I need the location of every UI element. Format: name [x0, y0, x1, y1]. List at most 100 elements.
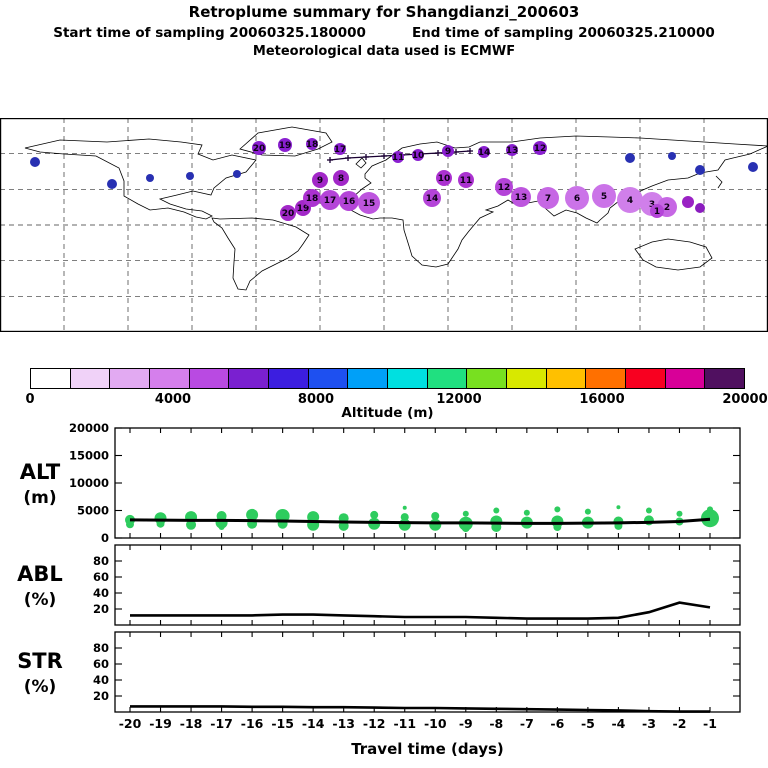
alt-cluster-dot	[246, 508, 259, 521]
x-tick-label: -12	[363, 716, 386, 731]
svg-text:(%): (%)	[24, 590, 57, 610]
abl-ytick-label: 60	[93, 570, 109, 584]
cluster-day-label: 1	[654, 207, 660, 217]
plume-cluster-marker	[107, 179, 117, 189]
colorbar-tick-label: 0	[25, 392, 35, 407]
colorbar-segment	[626, 369, 666, 388]
map-coastlines	[24, 126, 768, 291]
colorbar-segment	[705, 369, 745, 388]
cluster-day-label: 11	[460, 176, 473, 186]
colorbar-segment	[388, 369, 428, 388]
colorbar-segment	[229, 369, 270, 388]
alt-cluster-dot	[370, 510, 379, 519]
str-panel: 20 40 60 80	[93, 631, 741, 713]
colorbar-segment	[31, 369, 71, 388]
map-border	[0, 118, 768, 332]
cluster-day-label: 20	[282, 209, 295, 219]
alt-cluster-dot	[429, 518, 442, 531]
alt-cluster-dot	[523, 509, 530, 516]
met-data-label: Meteorological data used is ECMWF	[252, 44, 516, 59]
abl-line	[130, 601, 711, 620]
plume-cluster-marker	[358, 192, 380, 214]
cluster-day-label: 10	[438, 174, 451, 184]
cluster-day-label: 13	[515, 193, 528, 203]
str-ytick-label: 40	[93, 673, 109, 687]
x-tick-label: -7	[520, 716, 534, 731]
colorbar-segment	[665, 369, 706, 388]
map-gridlines	[0, 118, 768, 332]
plume-cluster-marker	[306, 138, 318, 150]
cluster-day-label: 15	[363, 199, 376, 209]
alt-cluster-dot	[584, 508, 591, 515]
alt-cluster-dot	[645, 507, 652, 514]
x-axis-title: Travel time (days)	[351, 740, 504, 758]
colorbar-segment	[348, 369, 389, 388]
end-time-label: End time of sampling 20060325.210000	[411, 25, 715, 41]
cluster-day-label: 3	[649, 200, 655, 210]
alt-ytick-label: 15000	[69, 449, 109, 463]
str-ytick-label: 80	[93, 641, 109, 655]
x-tick-label: -2	[673, 716, 687, 731]
plume-cluster-marker	[303, 189, 321, 207]
alt-cluster-dot	[707, 506, 713, 513]
svg-text:(%): (%)	[24, 677, 57, 697]
plume-cluster-marker	[478, 146, 490, 158]
svg-text:ABL: ABL	[17, 562, 63, 586]
alt-cluster-dot	[400, 513, 409, 522]
altitude-colorbar	[30, 368, 745, 389]
alt-cluster-dot	[676, 510, 683, 517]
plume-cluster-marker	[186, 172, 194, 180]
side-label-str: STR (%)	[17, 649, 63, 697]
str-line	[130, 705, 710, 713]
x-tick-label: -16	[241, 716, 264, 731]
x-tick-label: -13	[332, 716, 355, 731]
svg-text:ALT: ALT	[20, 460, 61, 484]
plume-cluster-marker	[565, 186, 589, 210]
colorbar-tick-label: 8000	[297, 392, 335, 407]
colorbar-segment	[150, 369, 190, 388]
plume-cluster-marker	[592, 184, 616, 208]
alt-cluster-dot	[186, 519, 197, 530]
x-tick-label: -5	[581, 716, 595, 731]
alt-ytick-label: 10000	[69, 476, 109, 490]
plume-cluster-marker	[533, 141, 547, 155]
alt-cluster-dot	[701, 509, 719, 528]
x-tick-label: -15	[271, 716, 294, 731]
plume-cluster-marker	[320, 190, 340, 210]
abl-ytick-label: 80	[93, 554, 109, 568]
cluster-day-label: 17	[324, 196, 337, 206]
plume-cluster-marker	[146, 174, 154, 182]
plume-cluster-marker	[682, 196, 694, 208]
svg-text:STR: STR	[17, 649, 63, 673]
x-tick-label: -18	[180, 716, 203, 731]
start-time-label: Start time of sampling 20060325.180000	[53, 25, 366, 41]
alt-mean-line	[129, 517, 711, 525]
cluster-day-label: 4	[627, 196, 633, 206]
cluster-day-label: 6	[574, 194, 580, 204]
str-ytick-label: 20	[93, 689, 109, 703]
plume-cluster-marker	[537, 187, 559, 209]
plume-cluster-marker	[695, 165, 705, 175]
x-tick-label: -6	[550, 716, 564, 731]
x-tick-label: -19	[149, 716, 172, 731]
alt-cluster-dot	[431, 512, 440, 520]
plume-cluster-marker	[650, 204, 664, 218]
plume-cluster-marker	[233, 170, 241, 178]
plume-cluster-marker	[333, 170, 349, 186]
alt-cluster-dot	[554, 506, 561, 513]
side-label-alt: ALT (m)	[20, 460, 61, 508]
x-tick-label: -9	[459, 716, 473, 731]
cluster-day-label: 12	[498, 183, 511, 193]
alt-cluster-dot	[493, 507, 500, 514]
alt-ytick-label: 20000	[69, 423, 109, 435]
plume-cluster-marker	[280, 205, 296, 221]
plume-cluster-marker	[695, 203, 705, 213]
plume-cluster-marker	[458, 172, 474, 188]
cluster-day-label: 20	[253, 144, 266, 154]
x-tick-label: -8	[489, 716, 503, 731]
alt-ytick-label: 5000	[77, 504, 109, 518]
x-tick-label: -10	[424, 716, 447, 731]
